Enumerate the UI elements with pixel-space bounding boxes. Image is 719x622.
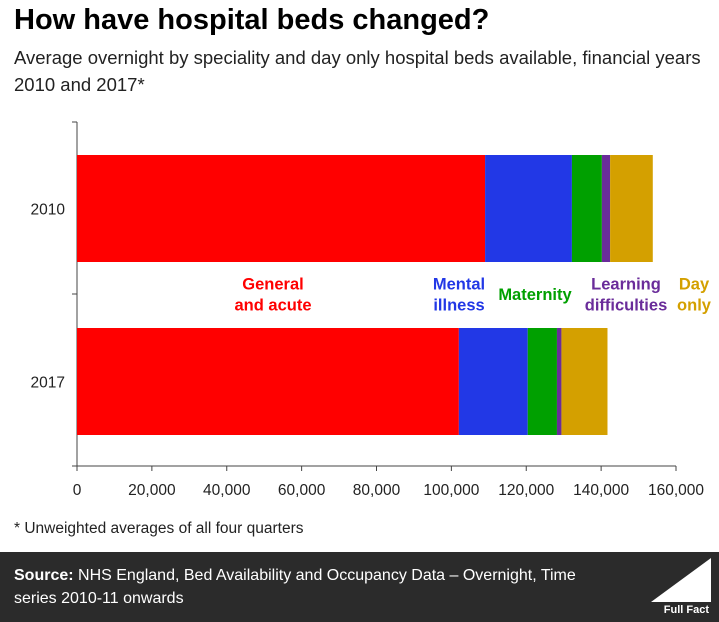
x-tick-label: 100,000 xyxy=(423,482,479,499)
x-tick-label: 60,000 xyxy=(278,482,326,499)
chart-subtitle: Average overnight by speciality and day … xyxy=(14,47,701,95)
x-tick-label: 20,000 xyxy=(128,482,176,499)
x-tick-label: 120,000 xyxy=(498,482,554,499)
bar-2010-learning-difficulties xyxy=(601,155,611,262)
x-tick-label: 80,000 xyxy=(353,482,401,499)
source-description: NHS England, Bed Availability and Occupa… xyxy=(14,567,576,607)
bar-2017-maternity xyxy=(527,328,557,435)
series-label-maternity: Maternity xyxy=(498,286,572,304)
source-text: Source: NHS England, Bed Availability an… xyxy=(14,564,614,610)
stacked-bar-chart: 0 20,000 40,000 60,000 80,000 100,000 120,000 1… xyxy=(31,121,712,499)
source-label: Source: xyxy=(14,567,74,584)
series-label-general-and-acute: General and acute xyxy=(234,276,311,315)
bar-2010-maternity xyxy=(571,155,602,262)
x-tick-label: 140,000 xyxy=(573,482,629,499)
full-fact-logo-icon xyxy=(651,558,711,602)
footer-bar: Source: NHS England, Bed Availability an… xyxy=(0,552,719,622)
category-label-2010: 2010 xyxy=(31,202,66,219)
bar-2017-general-and-acute xyxy=(77,328,459,435)
series-label-day-only: Day only xyxy=(677,276,712,315)
logo-text: Full Fact xyxy=(663,604,709,616)
footnote: * Unweighted averages of all four quarte… xyxy=(14,520,304,537)
category-label-2017: 2017 xyxy=(31,375,65,392)
bar-2010-general-and-acute xyxy=(77,155,486,262)
x-tick-label: 0 xyxy=(73,482,82,499)
bar-2010-mental-illness xyxy=(485,155,572,262)
x-tick-label: 40,000 xyxy=(203,482,251,499)
series-label-learning-difficulties: Learning difficulties xyxy=(585,276,668,315)
bar-2017-day-only xyxy=(561,328,608,435)
series-label-mental-illness: Mental illness xyxy=(433,276,485,315)
bar-2010-day-only xyxy=(610,155,653,262)
bar-2017-learning-difficulties xyxy=(556,328,562,435)
x-tick-label: 160,000 xyxy=(648,482,704,499)
chart-title: How have hospital beds changed? xyxy=(14,4,490,36)
bar-2017-mental-illness xyxy=(458,328,528,435)
